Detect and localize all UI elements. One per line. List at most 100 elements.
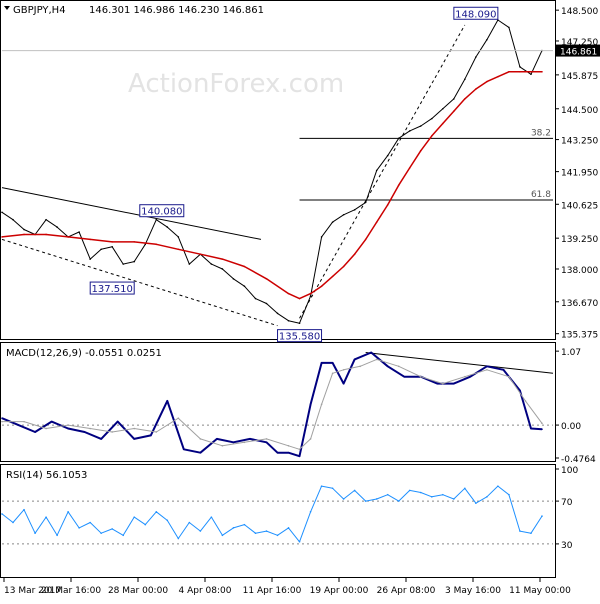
macd-line-point: [83, 431, 86, 433]
price-line-point: [221, 268, 224, 270]
macd-line-point: [502, 369, 505, 371]
y-tick-label: 1.07: [561, 348, 581, 358]
macd-line-point: [100, 438, 102, 440]
dropdown-arrow-icon[interactable]: [4, 6, 10, 10]
rsi-line-point: [133, 516, 136, 518]
moving-average-line-point: [265, 278, 268, 280]
watermark: ActionForex.com: [128, 69, 344, 99]
signal-line-point: [177, 417, 180, 419]
macd-line-point: [453, 382, 455, 385]
rsi-line-point: [519, 530, 521, 532]
rsi-line-point: [364, 500, 367, 502]
price-line-point: [309, 295, 312, 297]
moving-average-line-point: [342, 265, 345, 268]
rsi-line-point: [430, 496, 433, 498]
moving-average-line-point: [155, 243, 158, 246]
moving-average-line-point: [408, 167, 411, 169]
price-line-point: [177, 236, 180, 238]
current-price-label: 146.861: [560, 48, 597, 58]
moving-average-line-point: [177, 248, 180, 251]
rsi-panel: 100 70 30: [1, 466, 578, 551]
price-line-point: [166, 226, 169, 228]
signal-line-point: [67, 424, 69, 426]
y-tick-label: 148.500: [561, 7, 598, 17]
price-line-point: [254, 297, 257, 300]
signal-line-point: [342, 369, 345, 371]
price-line-point: [45, 218, 47, 221]
price-line-point: [486, 38, 488, 41]
rsi-panel-frame: [0, 464, 556, 578]
price-line-point: [144, 243, 147, 246]
macd-line-point: [276, 451, 279, 454]
fib-level-label: 38.2: [531, 128, 551, 138]
rsi-line-point: [276, 534, 279, 537]
signal-line-point: [541, 422, 543, 425]
rsi-line-point: [23, 508, 25, 511]
price-line-point: [464, 78, 466, 80]
x-tick-label: 26 Apr 08:00: [377, 586, 436, 596]
rsi-line-point: [111, 528, 113, 530]
rsi-line-point: [386, 493, 389, 496]
rsi-line-point: [78, 527, 80, 529]
y-tick-label: 139.250: [561, 235, 598, 245]
signal-line-point: [265, 438, 268, 440]
price-line-point: [100, 248, 102, 251]
macd-line-point: [320, 362, 323, 364]
rsi-line-point: [188, 521, 191, 524]
moving-average-line-point: [375, 221, 378, 223]
rsi-line-point: [177, 537, 180, 540]
rsi-line-point: [45, 516, 47, 518]
price-line-point: [12, 218, 14, 221]
macd-line-point: [50, 420, 53, 423]
y-tick-label: 143.250: [561, 137, 598, 147]
moving-average-line-point: [309, 292, 312, 295]
signal-line-point: [1, 420, 3, 423]
signal-line-point: [375, 358, 378, 361]
signal-line: [2, 358, 543, 450]
macd-line-point: [309, 403, 312, 406]
macd-line-point: [265, 441, 268, 444]
price-line: [1, 19, 543, 324]
price-annotation-label: 148.090: [455, 9, 496, 20]
x-tick-label: 4 Apr 08:00: [179, 586, 232, 596]
price-annotation-label: 140.080: [141, 207, 182, 218]
moving-average-line-point: [486, 80, 488, 83]
x-tick-label: 19 Apr 00:00: [310, 586, 369, 596]
price-panel-frame: [0, 0, 556, 340]
trendline: [299, 24, 466, 319]
rsi-line-point: [12, 521, 14, 524]
rsi-line-point: [265, 530, 268, 532]
symbol-timeframe: GBPJPY,H4: [13, 5, 66, 16]
moving-average-line-point: [67, 236, 69, 238]
rsi-line-point: [475, 502, 477, 505]
y-tick-label: 135.375: [561, 331, 598, 341]
signal-line-point: [287, 445, 290, 447]
price-annotation-box: [277, 329, 323, 343]
moving-average-line-point: [23, 233, 25, 236]
moving-average-line-point: [243, 265, 246, 268]
moving-average-line-point: [497, 75, 499, 78]
signal-line-point: [359, 365, 361, 368]
price-line-point: [331, 221, 334, 223]
price-line-point: [111, 245, 113, 248]
macd-line-point: [199, 451, 202, 454]
y-tick-label: 70: [561, 498, 573, 508]
rsi-line-point: [342, 498, 345, 500]
signal-line-point: [419, 375, 422, 378]
macd-panel: 1.07 0.00 -0.4764: [1, 348, 596, 465]
rsi-line-point: [34, 532, 36, 534]
price-line-point: [78, 231, 80, 233]
macd-line-point: [216, 438, 218, 440]
price-line-point: [210, 263, 213, 265]
x-tick-label: 3 May 16:00: [445, 586, 501, 596]
macd-line-point: [353, 358, 356, 361]
macd-line-point: [530, 427, 532, 430]
moving-average-line-point: [397, 184, 400, 186]
signal-line-point: [221, 445, 224, 447]
price-line-point: [364, 201, 367, 204]
macd-line-point: [486, 365, 488, 368]
price-line-point: [232, 278, 235, 280]
price-line-point: [430, 117, 433, 120]
macd-panel-frame: [0, 342, 556, 462]
